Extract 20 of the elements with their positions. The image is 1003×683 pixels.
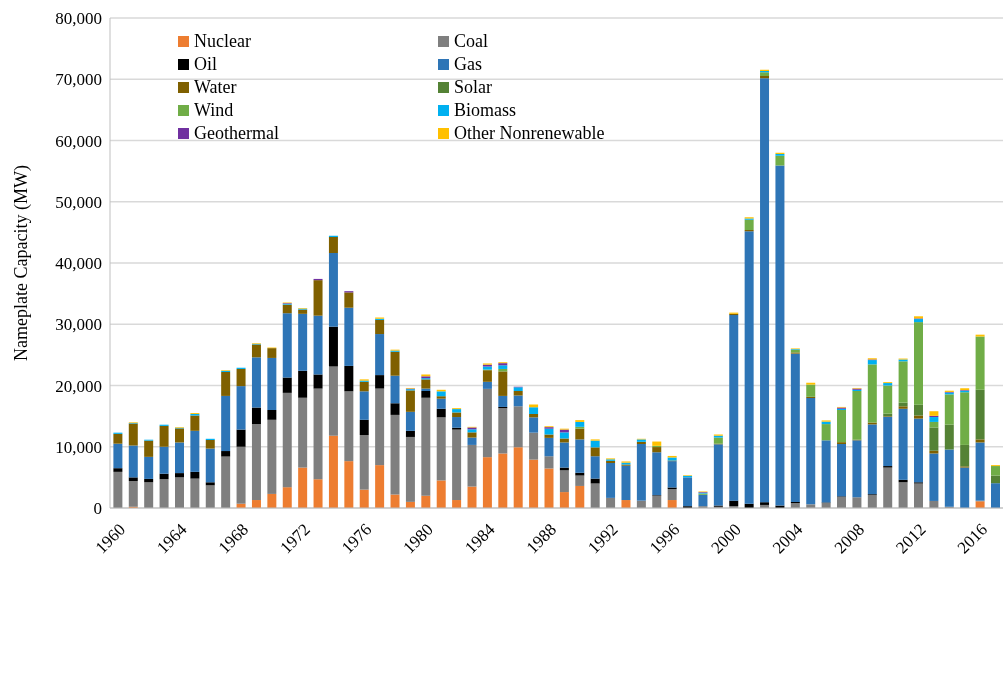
legend-label: Nuclear bbox=[194, 31, 251, 52]
legend-label: Water bbox=[194, 77, 237, 98]
y-tick-label: 0 bbox=[93, 499, 102, 519]
y-tick-label: 80,000 bbox=[55, 9, 102, 29]
legend-label: Other Nonrenewable bbox=[454, 123, 605, 144]
y-tick-label: 50,000 bbox=[55, 192, 102, 212]
legend-label: Wind bbox=[194, 100, 234, 121]
legend-label: Gas bbox=[454, 54, 482, 75]
y-tick-label: 30,000 bbox=[55, 315, 102, 335]
y-tick-label: 20,000 bbox=[55, 376, 102, 396]
y-axis-title: Nameplate Capacity (MW) bbox=[11, 165, 33, 361]
legend-label: Oil bbox=[194, 54, 218, 75]
legend-label: Solar bbox=[454, 77, 492, 98]
y-tick-label: 10,000 bbox=[55, 437, 102, 457]
y-tick-label: 40,000 bbox=[55, 254, 102, 274]
legend-label: Geothermal bbox=[194, 123, 279, 144]
legend-label: Biomass bbox=[454, 100, 517, 121]
y-tick-label: 70,000 bbox=[55, 70, 102, 90]
legend-label: Coal bbox=[454, 31, 488, 52]
y-tick-label: 60,000 bbox=[55, 131, 102, 151]
